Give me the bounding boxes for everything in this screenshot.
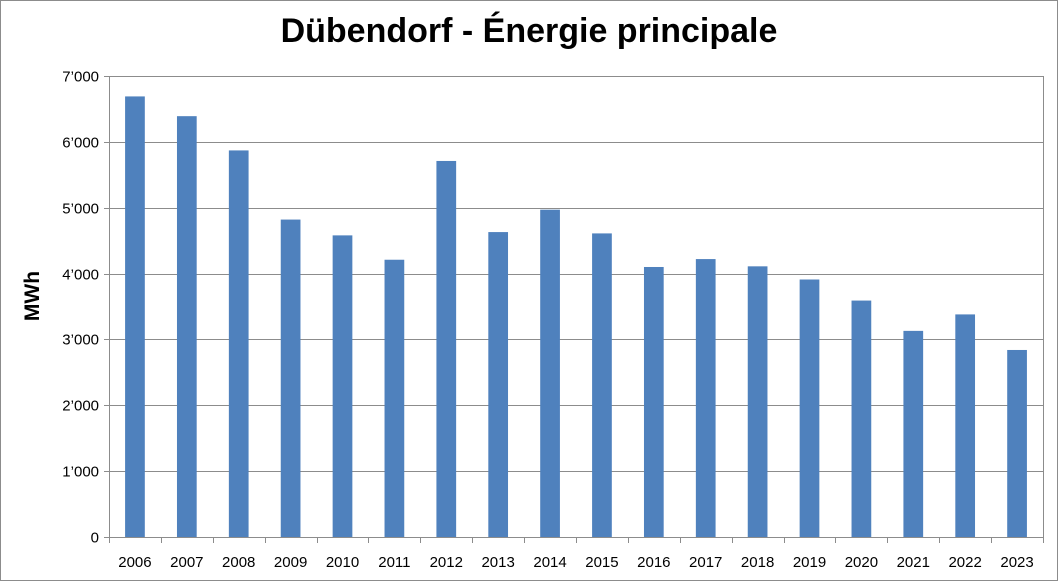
- bar-2019: [799, 279, 820, 537]
- y-tick-label: 4’000: [62, 267, 99, 284]
- bar-2010: [332, 235, 353, 537]
- y-tick-label: 0: [91, 530, 99, 547]
- y-tick-label: 1’000: [62, 464, 99, 481]
- bar-2015: [592, 233, 612, 537]
- x-tick-label: 2014: [533, 554, 566, 571]
- bar-2012: [436, 160, 457, 537]
- x-tick-label: 2020: [845, 554, 878, 571]
- y-tick-label: 2’000: [62, 398, 99, 415]
- x-tick-label: 2023: [1000, 554, 1033, 571]
- bar-2011: [384, 259, 405, 537]
- bar-2017: [695, 259, 716, 537]
- bar-2014: [540, 209, 560, 537]
- x-tick-label: 2021: [897, 554, 930, 571]
- bar-2009: [280, 219, 301, 537]
- bar-2018: [747, 266, 768, 537]
- bar-2008: [228, 150, 249, 538]
- y-tick-label: 3’000: [62, 332, 99, 349]
- bar-2023: [1007, 349, 1027, 537]
- x-tick-label: 2017: [689, 554, 722, 571]
- bar-2016: [643, 266, 664, 537]
- x-tick-label: 2006: [118, 554, 151, 571]
- bar-2006: [125, 96, 145, 538]
- x-tick-label: 2022: [948, 554, 981, 571]
- x-tick-label: 2009: [274, 554, 307, 571]
- y-tick-label: 6’000: [62, 135, 99, 152]
- bar-2021: [903, 330, 924, 537]
- bar-2007: [176, 116, 197, 538]
- chart-title: Dübendorf - Énergie principale: [280, 12, 778, 50]
- y-tick-label: 5’000: [62, 201, 99, 218]
- bar-2022: [955, 314, 976, 537]
- x-tick-label: 2011: [378, 554, 410, 571]
- x-tick-label: 2012: [430, 554, 463, 571]
- x-tick-label: 2008: [222, 554, 255, 571]
- y-tick-label: 7’000: [62, 69, 99, 86]
- x-tick-label: 2007: [170, 554, 203, 571]
- x-tick-label: 2019: [793, 554, 826, 571]
- x-tick-label: 2010: [326, 554, 359, 571]
- x-tick-label: 2013: [481, 554, 514, 571]
- x-tick-label: 2018: [741, 554, 774, 571]
- x-tick-label: 2016: [637, 554, 670, 571]
- bar-2013: [488, 232, 509, 537]
- bar-2020: [851, 300, 872, 537]
- x-tick-label: 2015: [585, 554, 618, 571]
